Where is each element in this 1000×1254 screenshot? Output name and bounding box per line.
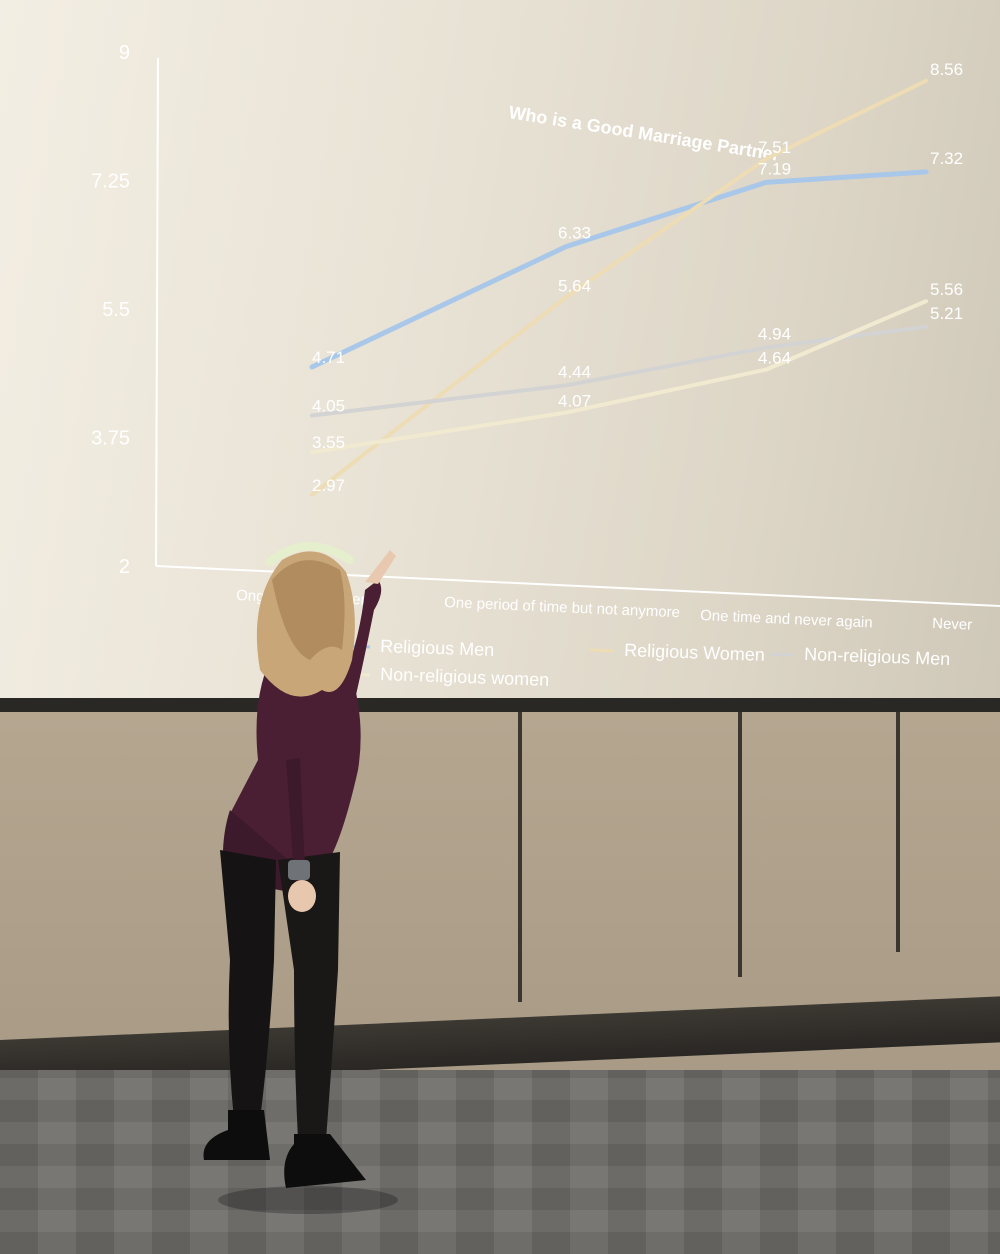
category-label: Never	[932, 615, 973, 634]
data-label: 7.32	[930, 149, 963, 168]
presenter-person	[203, 542, 398, 1214]
wall-seam	[896, 712, 900, 952]
y-tick-labels: 2 3.75 5.5 7.25 9	[91, 42, 130, 578]
legend: Religious Men Religious Women Non-religiou…	[345, 636, 951, 690]
y-tick-label: 5.5	[102, 299, 130, 321]
data-label: 4.07	[558, 392, 591, 411]
data-label: 5.56	[930, 280, 963, 299]
data-label: 2.97	[312, 476, 345, 495]
series-line-non-religious-women	[310, 299, 928, 455]
y-tick-label: 7.25	[91, 171, 130, 193]
data-label: 7.19	[758, 159, 791, 178]
data-label: 4.94	[758, 325, 791, 344]
series-line-religious-men	[309, 169, 929, 370]
series-line-religious-women	[310, 78, 928, 497]
y-axis	[155, 57, 159, 567]
legend-entry: Non-religious Men	[804, 644, 951, 669]
data-label: 4.64	[758, 349, 791, 368]
legend-swatch	[589, 648, 615, 653]
wall-seam	[738, 712, 742, 977]
data-label: 4.44	[558, 362, 591, 381]
data-label: 7.51	[758, 138, 791, 157]
y-tick-label: 3.75	[91, 428, 130, 450]
line-chart: Who is a Good Marriage Partner 2 3.75 5.5 7…	[91, 42, 1000, 690]
category-label: One period of time but not anymore	[444, 594, 680, 621]
chart-title: Who is a Good Marriage Partner	[507, 102, 781, 165]
data-label: 5.21	[930, 304, 963, 323]
legend-swatch	[769, 652, 795, 657]
data-labels: 4.71 6.33 7.19 7.32 2.97 5.64 7.51 8.56 4.05 4.44…	[312, 60, 963, 495]
data-label: 8.56	[930, 60, 963, 79]
y-tick-label: 2	[119, 556, 130, 578]
carpet-floor	[0, 1070, 1000, 1254]
chart-title-text: Who is a Good Marriage Partner	[507, 102, 781, 165]
category-label: One time and never again	[700, 607, 873, 632]
screen-bottom-border	[0, 698, 1000, 712]
data-label: 4.71	[312, 348, 345, 367]
data-label: 4.05	[312, 396, 345, 415]
data-label: 6.33	[558, 224, 591, 243]
legend-entry: Religious Women	[624, 640, 765, 665]
category-label: Ong	[236, 587, 265, 605]
legend-entry: Religious Men	[380, 636, 495, 660]
wall-seam	[518, 712, 522, 1002]
data-label: 5.64	[558, 276, 591, 295]
series-lines	[309, 78, 929, 497]
y-tick-label: 9	[119, 42, 130, 64]
data-label: 3.55	[312, 433, 345, 452]
